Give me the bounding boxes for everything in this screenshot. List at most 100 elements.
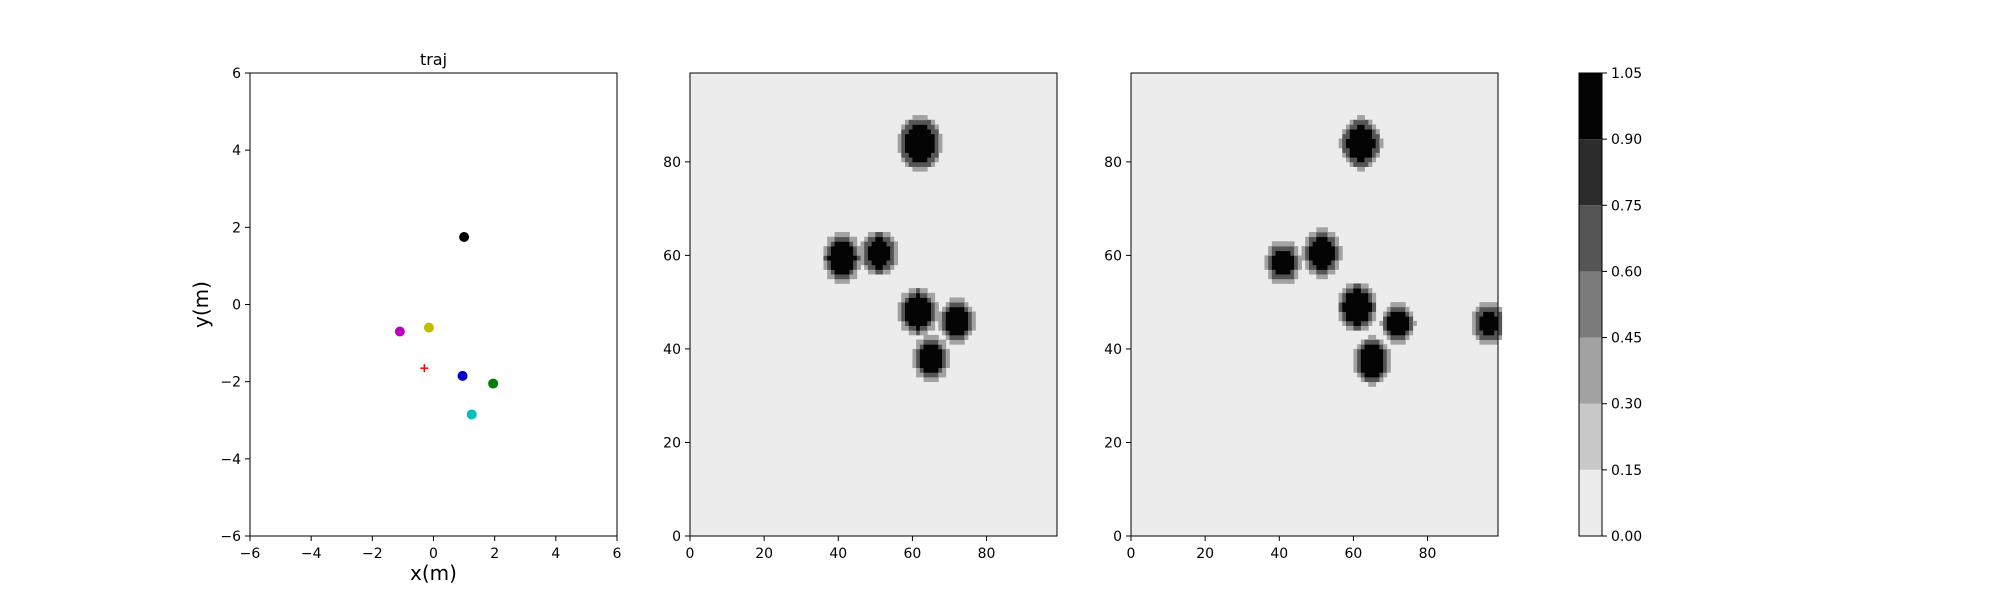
heatmap-cell [1490, 302, 1495, 308]
heatmap-cell [1331, 260, 1336, 266]
heatmap-cell [1379, 320, 1384, 326]
heatmap-cell [901, 152, 906, 158]
heatmap-cell [930, 143, 936, 149]
heatmap-cell [1383, 330, 1388, 336]
heatmap-cell [1357, 348, 1362, 355]
heatmap-cell [956, 339, 962, 345]
heatmap-blob [1379, 302, 1417, 345]
heatmap-cell [1368, 292, 1373, 298]
heatmap-cell [1346, 147, 1351, 153]
heatmap-cell [923, 166, 928, 172]
heatmap-cell [1346, 152, 1351, 158]
heatmap-cell [930, 129, 936, 135]
x-tick-label: 20 [1196, 546, 1214, 562]
heatmap-cell [912, 133, 917, 139]
heatmap-cell [853, 246, 858, 252]
heatmap-cell [1331, 269, 1336, 275]
heatmap-cell [1334, 250, 1339, 256]
heatmap-cell [1331, 264, 1336, 270]
heatmap-cell [1394, 311, 1399, 317]
heatmap-cell [827, 250, 832, 256]
heatmap-cell [930, 311, 936, 317]
heatmap-background [1131, 73, 1498, 536]
heatmap-cell [1346, 302, 1351, 308]
heatmap-cell [1360, 306, 1365, 312]
heatmap-cell [845, 255, 850, 261]
heatmap-cell [1368, 143, 1373, 149]
heatmap-cell [919, 292, 924, 298]
heatmap-blob [897, 288, 939, 336]
heatmap-cell [1353, 157, 1358, 163]
heatmap-cell [1264, 255, 1269, 261]
heatmap-cell [901, 157, 906, 163]
heatmap-cell [930, 152, 936, 158]
heatmap-cell [1397, 339, 1403, 345]
heatmap-cell [834, 236, 839, 242]
heatmap-cell [1364, 344, 1369, 350]
heatmap-cell [1364, 138, 1369, 144]
heatmap-cell [901, 306, 906, 312]
heatmap-cell [1360, 143, 1365, 149]
heatmap-cell [956, 306, 962, 312]
y-tick-label: 60 [663, 248, 681, 264]
heatmap-cell [923, 302, 928, 308]
heatmap-cell [1368, 381, 1373, 387]
heatmap-cell [834, 278, 839, 284]
heatmap-cell [1349, 316, 1354, 322]
heatmap-cell [879, 260, 884, 266]
heatmap-cell [927, 292, 932, 298]
heatmap-cell [886, 236, 891, 242]
heatmap-cell [1494, 330, 1499, 336]
heatmap-cell [1360, 119, 1365, 125]
heatmap-cell [1379, 344, 1384, 350]
heatmap-cell [1397, 311, 1403, 317]
heatmap-cell [1364, 124, 1369, 130]
heatmap-cell [1494, 325, 1499, 331]
heatmap-cell [916, 348, 921, 355]
heatmap-cell [934, 133, 939, 139]
heatmap-cell [919, 358, 924, 364]
heatmap-cell [893, 260, 898, 266]
heatmap-cell [1286, 255, 1291, 261]
colorbar-segment [1579, 73, 1602, 140]
heatmap-cell [923, 306, 928, 312]
heatmap-cell [864, 236, 869, 242]
heatmap-cell [916, 161, 921, 167]
heatmap-cell [1368, 362, 1373, 369]
heatmap-cell [919, 143, 924, 149]
heatmap-cell [1312, 264, 1317, 270]
heatmap-cell [1498, 311, 1503, 317]
heatmap-cell [1386, 320, 1391, 326]
colorbar-segment [1579, 403, 1602, 470]
heatmap-cell [908, 143, 913, 149]
heatmap-cell [871, 241, 876, 247]
heatmap-cell [867, 260, 873, 266]
x-tick-label: 4 [551, 546, 560, 562]
heatmap-cell [1360, 292, 1365, 298]
heatmap-cell [845, 274, 850, 280]
heatmap-cell [1353, 147, 1358, 153]
axes-frame [1130, 72, 1499, 537]
heatmap-cell [1409, 325, 1414, 331]
heatmap-cell [912, 311, 917, 317]
heatmap-cell [1301, 250, 1306, 256]
heatmap-cell [834, 274, 839, 280]
heatmap-cell [1316, 227, 1321, 233]
heatmap-cell [905, 320, 910, 326]
heatmap-cell [923, 325, 928, 331]
heatmap-cell [1368, 339, 1373, 345]
heatmap-cell [1342, 306, 1347, 312]
colorbar-segment [1579, 271, 1602, 338]
heatmap-cell [938, 344, 943, 350]
heatmap-cell [830, 250, 835, 256]
heatmap-cell [1353, 292, 1358, 298]
heatmap-cell [916, 166, 921, 172]
heatmap-cell [1371, 302, 1377, 308]
heatmap-cell [927, 376, 932, 383]
heatmap-cell [912, 161, 917, 167]
heatmap-cell [830, 274, 835, 280]
heatmap-cell [879, 269, 884, 275]
heatmap-cell [953, 302, 958, 308]
heatmap-cell [1394, 320, 1399, 326]
heatmap-cell [1498, 334, 1503, 340]
